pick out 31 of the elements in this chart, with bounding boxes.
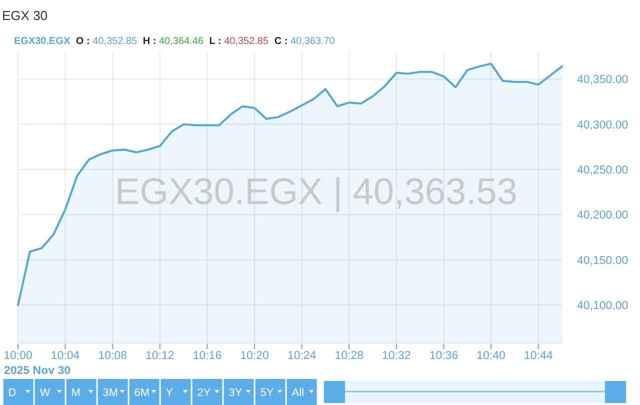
x-tick-label: 10:24: [287, 350, 317, 362]
chart-title: EGX 30: [2, 8, 48, 23]
y-tick-label: 40,100.00: [577, 300, 628, 312]
x-tick-label: 10:44: [524, 350, 554, 362]
x-tick-label: 10:16: [192, 350, 222, 362]
dropdown-button: 3Y: [224, 379, 254, 405]
x-tick-label: 10:00: [4, 350, 32, 362]
x-tick-label: 10:04: [50, 350, 80, 362]
text: EGX30.EGX O : 40,352.85 H : 40,364.46 L : 40,352.85 C : 40,363.70: [14, 36, 335, 47]
dropdown-button: All: [286, 379, 317, 405]
x-tick-label: 10:28: [334, 350, 364, 362]
dropdown-button: 3M: [98, 379, 128, 405]
x-tick-label: 10:32: [382, 350, 411, 362]
dropdown-button: 5Y: [255, 379, 286, 405]
y-tick-label: 40,300.00: [577, 119, 628, 132]
y-tick-label: 40,350.00: [577, 74, 628, 86]
dropdown-button: W: [34, 379, 65, 405]
dropdown-button: M: [66, 379, 96, 405]
x-tick-label: 10:36: [429, 350, 458, 362]
x-tick-label: 10:08: [98, 350, 127, 362]
y-tick-label: 40,200.00: [577, 210, 628, 222]
dropdown-button: D: [3, 379, 34, 405]
dropdown-button: 2Y: [192, 379, 222, 405]
x-tick-label: 10:40: [476, 350, 506, 362]
x-tick-label: 10:20: [240, 350, 269, 362]
y-tick-label: 40,250.00: [577, 164, 628, 177]
x-tick-label: 10:12: [146, 350, 174, 362]
y-tick-label: 40,150.00: [577, 254, 628, 267]
dropdown-button: 6M: [129, 379, 160, 405]
dropdown-button: Y: [160, 379, 191, 405]
x-axis-title: 2025 Nov 30: [4, 365, 70, 377]
